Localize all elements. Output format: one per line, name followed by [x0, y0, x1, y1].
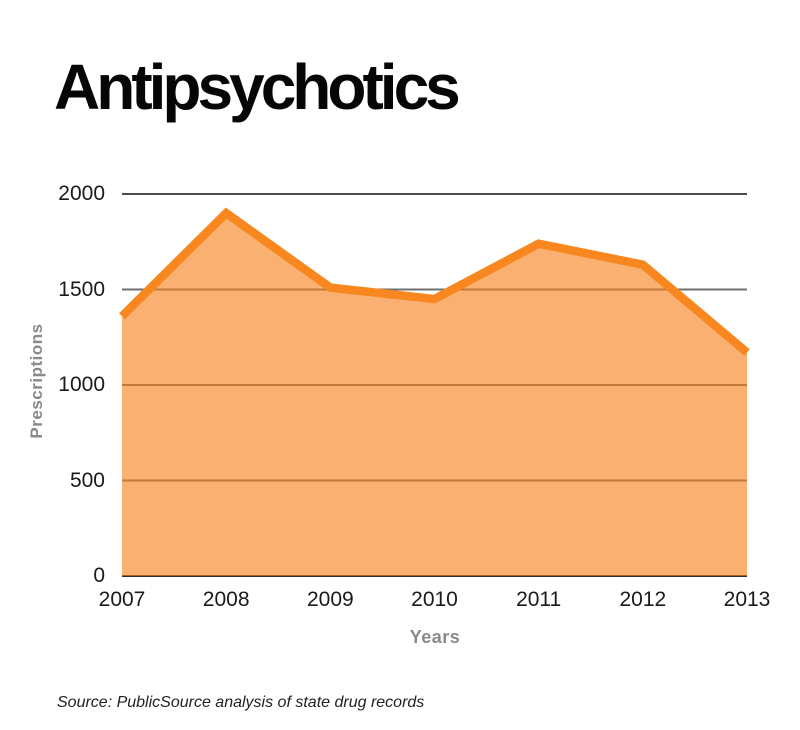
source-note: Source: PublicSource analysis of state d…: [57, 694, 425, 711]
y-tick-label-500: 500: [69, 468, 105, 492]
data-line: [119, 207, 750, 356]
x-tick-label-2013: 2013: [723, 588, 771, 611]
x-axis-title: Years: [409, 627, 461, 647]
y-tick-label-2000: 2000: [58, 182, 105, 205]
y-tick-label-1500: 1500: [58, 277, 105, 301]
area-fill: [122, 213, 747, 576]
x-tick-label-2008: 2008: [202, 588, 250, 611]
x-tick-label-2012: 2012: [619, 588, 667, 611]
area-chart-plot: [119, 193, 750, 577]
y-tick-label-1000: 1000: [58, 373, 105, 396]
x-tick-label-2007: 2007: [98, 588, 146, 611]
x-tick-label-2011: 2011: [516, 588, 562, 611]
chart-title: Antipsychotics: [54, 51, 461, 123]
x-tick-label-2009: 2009: [306, 588, 354, 611]
y-tick-label-0: 0: [93, 564, 105, 587]
x-tick-label-2010: 2010: [411, 588, 458, 611]
